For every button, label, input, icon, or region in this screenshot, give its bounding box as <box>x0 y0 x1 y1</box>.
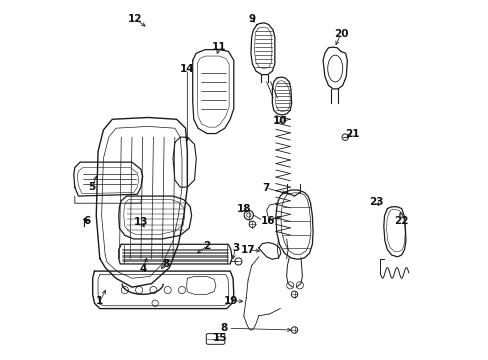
Text: 4: 4 <box>139 264 146 274</box>
Text: 21: 21 <box>345 129 359 139</box>
Text: 9: 9 <box>247 14 255 24</box>
Text: 5: 5 <box>88 182 95 192</box>
Text: 1: 1 <box>96 296 103 306</box>
Text: 23: 23 <box>368 197 383 207</box>
Text: 20: 20 <box>333 28 347 39</box>
Text: 2: 2 <box>203 241 210 251</box>
Text: 15: 15 <box>212 333 227 343</box>
Text: 13: 13 <box>133 217 148 227</box>
Text: 17: 17 <box>240 245 255 255</box>
Text: 10: 10 <box>272 116 287 126</box>
Text: 12: 12 <box>128 14 142 24</box>
Text: 3: 3 <box>231 243 239 253</box>
Text: 22: 22 <box>394 216 408 226</box>
Text: 8: 8 <box>162 259 169 269</box>
Text: 14: 14 <box>180 64 194 74</box>
Text: 11: 11 <box>212 42 226 52</box>
Text: 16: 16 <box>260 216 274 226</box>
Text: 8: 8 <box>220 323 227 333</box>
Text: 7: 7 <box>262 183 269 193</box>
Text: 6: 6 <box>83 216 91 226</box>
Text: 19: 19 <box>224 296 238 306</box>
Text: 18: 18 <box>237 204 251 214</box>
